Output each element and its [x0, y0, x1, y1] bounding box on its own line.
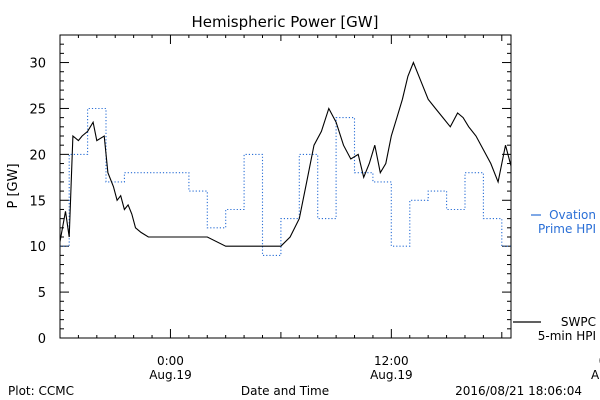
x-tick-date-label: Aug.19 [149, 368, 192, 382]
series-line-swpc [60, 61, 511, 247]
chart-title: Hemispheric Power [GW] [192, 13, 379, 31]
y-axis-label: P [GW] [6, 163, 21, 208]
legend-swpc-line2: 5-min HPI [538, 329, 596, 343]
y-tick-label: 5 [38, 286, 46, 301]
series-group [60, 61, 511, 256]
y-tick-label: 0 [38, 332, 46, 347]
x-tick-time-label: 12:00 [374, 354, 409, 368]
y-tick-label: 10 [29, 240, 46, 255]
y-tick-label: 15 [29, 194, 46, 209]
x-tick-date-label: Aug.20 [591, 368, 600, 382]
footer-plot-credit: Plot: CCMC [8, 384, 74, 398]
y-tick-label: 30 [29, 57, 46, 72]
legend-swpc: SWPC 5-min HPI [513, 315, 596, 343]
y-tick-label: 25 [29, 102, 46, 117]
x-tick-date-label: Aug.19 [370, 368, 413, 382]
footer-timestamp: 2016/08/21 18:06:04 [455, 384, 582, 398]
legend-swpc-line1: SWPC [561, 315, 596, 329]
x-tick-labels: 0:00Aug.1912:00Aug.190:00Aug.2012:00Aug.… [149, 354, 600, 382]
legend-ovation-line2: Prime HPI [538, 222, 596, 236]
plot-frame [59, 34, 512, 339]
y-tick-labels: 0 5 10 15 20 25 30 [29, 57, 46, 347]
legend-ovation-line1: Ovation [549, 208, 596, 222]
x-axis-label: Date and Time [241, 384, 329, 398]
y-tick-label: 20 [29, 148, 46, 163]
x-tick-time-label: 0:00 [599, 354, 600, 368]
x-tick-time-label: 0:00 [157, 354, 184, 368]
legend-ovation-prime: Ovation Prime HPI [531, 208, 596, 236]
